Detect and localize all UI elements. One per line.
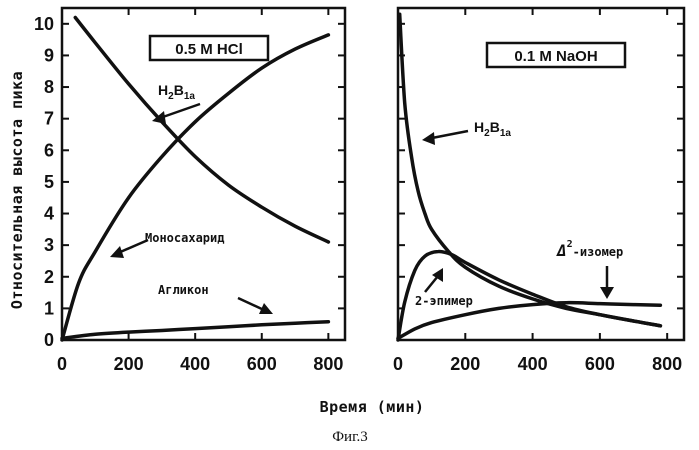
anno-h2b1a-hcl-b: B: [174, 82, 184, 98]
anno-h2b1a-naoh-arrowhead: [422, 132, 435, 145]
panel-hcl-title: 0.5 M HCl: [175, 41, 243, 58]
y-tick-label-9: 9: [44, 45, 54, 65]
svg-text:Δ2-изомер: Δ2-изомер: [556, 239, 623, 260]
anno-monosaccharide-label: Моносахарид: [145, 231, 224, 245]
panel-naoh-y-ticks: [398, 24, 684, 340]
anno-monosaccharide: Моносахарид: [110, 231, 224, 258]
anno-h2b1a-hcl: H2B1a: [152, 82, 200, 124]
anno-delta2-isomer: Δ2-изомер: [556, 239, 623, 299]
y-tick-label-8: 8: [44, 77, 54, 97]
p1-x-tick-label-800: 800: [652, 354, 682, 374]
anno-h2b1a-naoh-arrow: [432, 131, 468, 138]
p1-x-tick-label-200: 200: [450, 354, 480, 374]
p1-x-tick-label-0: 0: [393, 354, 403, 374]
x-axis-title: Время (мин): [320, 398, 425, 416]
y-tick-label-6: 6: [44, 140, 54, 160]
anno-delta2-delta: Δ: [556, 241, 567, 260]
anno-h2b1a-naoh-h: H: [474, 119, 484, 135]
svg-text:H2B1a: H2B1a: [474, 119, 511, 139]
y-tick-label-1: 1: [44, 298, 54, 318]
p1-x-tick-label-600: 600: [585, 354, 615, 374]
anno-2-epimer-arrow: [425, 276, 438, 292]
panel-hcl: 0 1 2 3 4 5 6 7 8 9 10 0 200 400 600 800 0.5 M HCl H2B…: [34, 8, 345, 374]
anno-2-epimer-label: 2-эпимер: [415, 294, 473, 308]
anno-delta2-rest: -изомер: [573, 245, 624, 259]
y-tick-label-4: 4: [44, 204, 54, 224]
y-tick-label-0: 0: [44, 330, 54, 350]
anno-monosaccharide-arrow: [118, 240, 148, 253]
figure: Относительная высота пика 0 1 2 3 4 5 6 7 8 9 10 0…: [0, 0, 699, 450]
y-axis-title: Относительная высота пика: [8, 71, 26, 309]
y-tick-label-3: 3: [44, 235, 54, 255]
anno-h2b1a-naoh-sub2: 1a: [500, 128, 512, 139]
anno-h2b1a-naoh-b: B: [490, 119, 500, 135]
anno-monosaccharide-arrowhead: [110, 246, 124, 258]
p1-x-tick-label-400: 400: [518, 354, 548, 374]
panel-naoh: 0200400600800 0.1 M NaOH H2B1a 2-эпимер …: [393, 8, 684, 374]
panel-hcl-y-ticks: 0 1 2 3 4 5 6 7 8 9 10: [34, 14, 345, 350]
y-tick-label-10: 10: [34, 14, 54, 34]
anno-aglycone: Агликон: [158, 283, 273, 314]
anno-aglycone-arrow: [238, 298, 264, 310]
svg-text:H2B1a: H2B1a: [158, 82, 195, 102]
p0-x-tick-label-400: 400: [180, 354, 210, 374]
anno-aglycone-label: Агликон: [158, 283, 209, 297]
panel-naoh-title: 0.1 M NaOH: [514, 48, 597, 65]
anno-delta2-arrowhead: [600, 287, 614, 299]
p0-x-tick-label-800: 800: [313, 354, 343, 374]
anno-h2b1a-hcl-sub2: 1a: [184, 91, 196, 102]
p0-x-tick-label-200: 200: [114, 354, 144, 374]
anno-2-epimer: 2-эпимер: [415, 268, 473, 308]
anno-h2b1a-naoh: H2B1a: [422, 119, 511, 145]
y-tick-label-7: 7: [44, 109, 54, 129]
anno-h2b1a-hcl-arrow: [160, 104, 200, 118]
figure-caption: Фиг.3: [332, 429, 368, 445]
p0-x-tick-label-0: 0: [57, 354, 67, 374]
y-tick-label-2: 2: [44, 267, 54, 287]
y-tick-label-5: 5: [44, 172, 54, 192]
anno-h2b1a-hcl-h: H: [158, 82, 168, 98]
p0-x-tick-label-600: 600: [247, 354, 277, 374]
panel-hcl-x-ticks: 0 200 400 600 800: [57, 8, 343, 374]
